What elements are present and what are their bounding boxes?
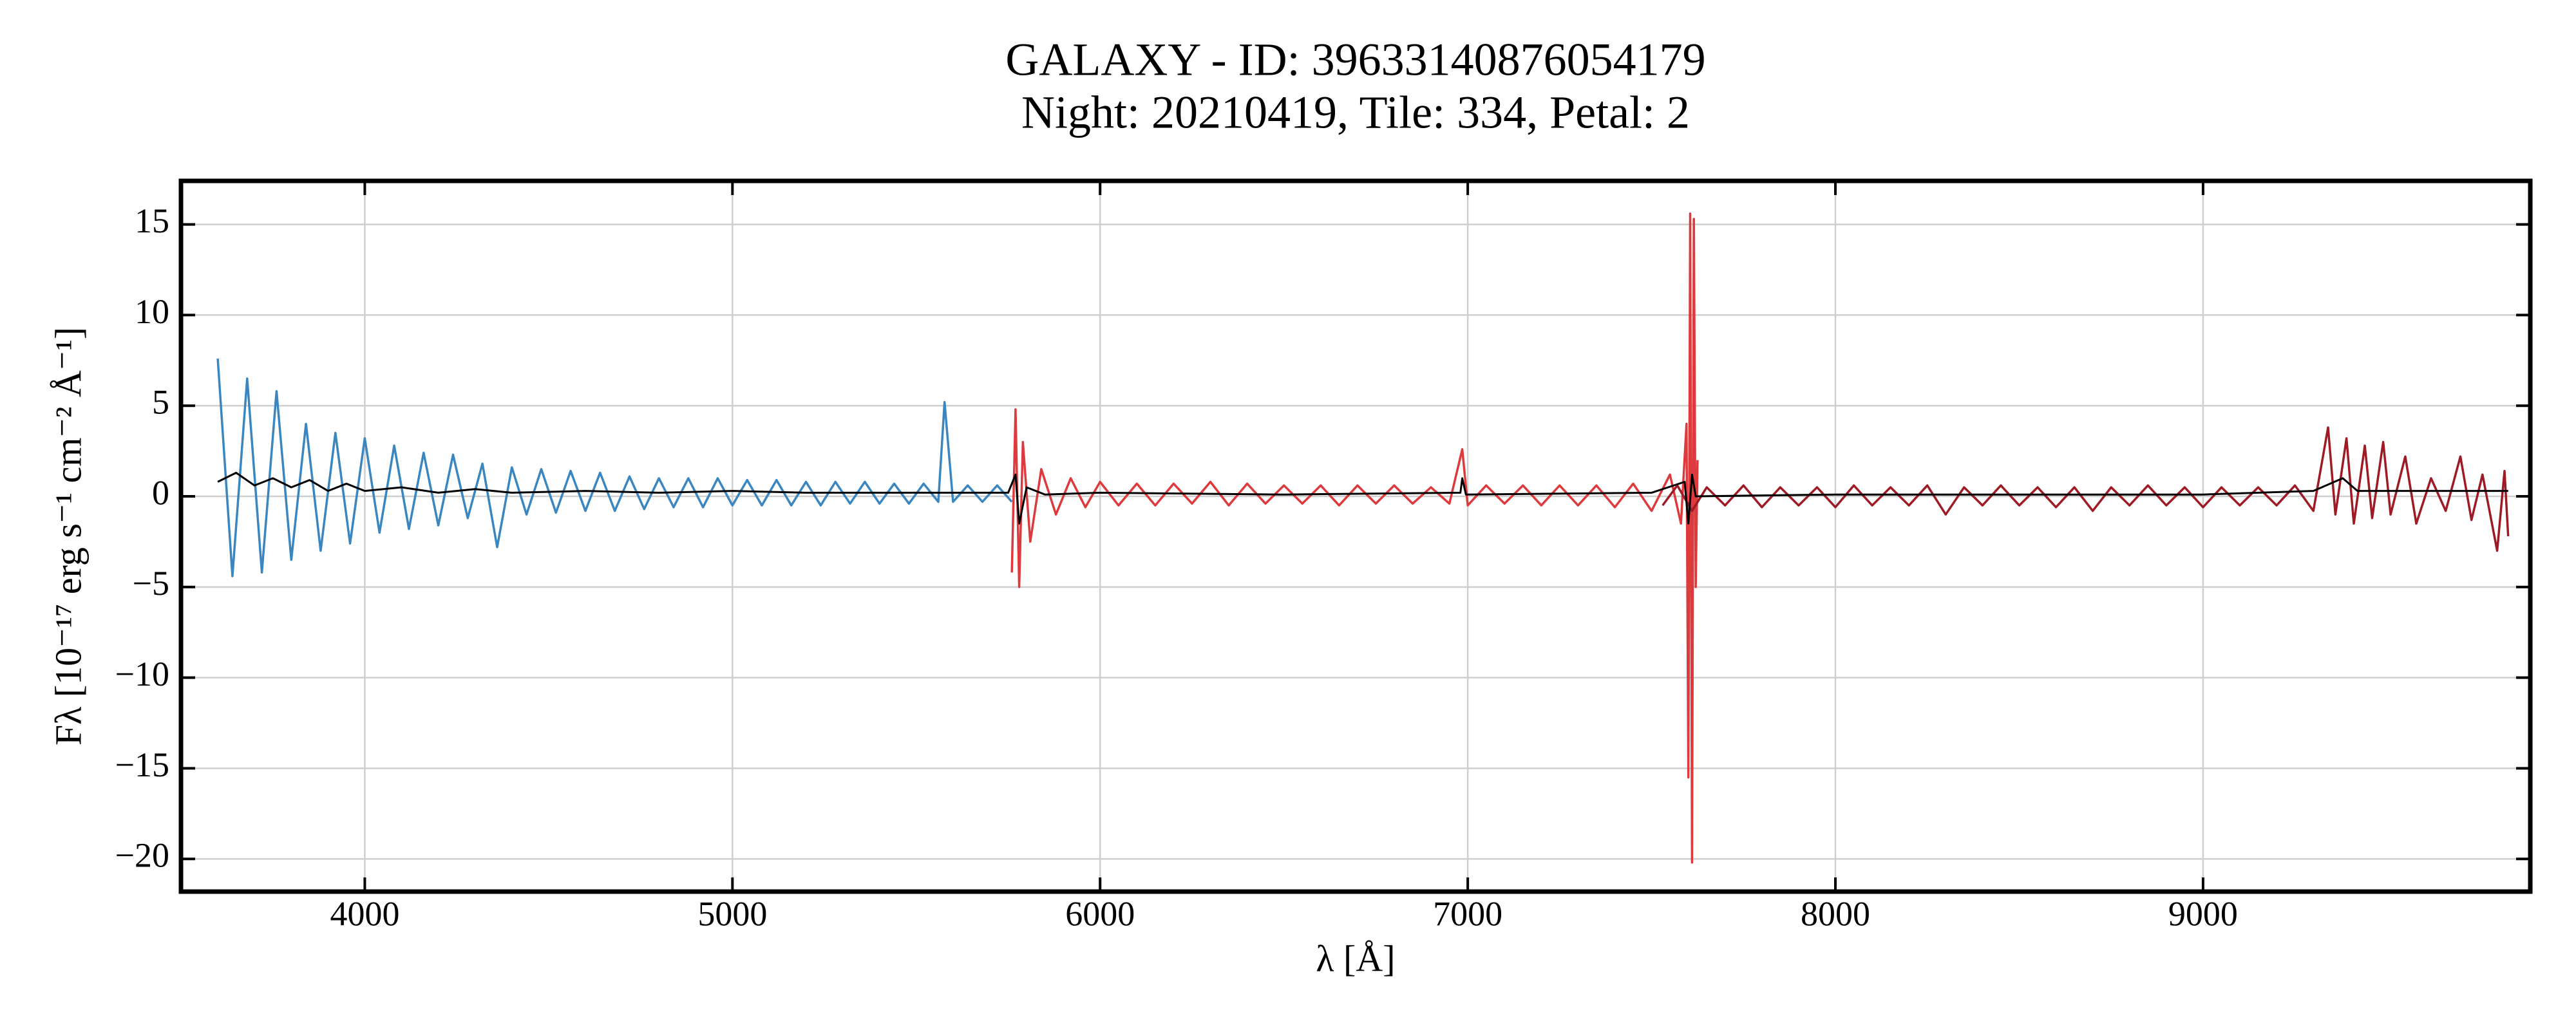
chart-title: GALAXY - ID: 39633140876054179 — [1005, 34, 1705, 86]
grid — [181, 181, 2530, 892]
y-tick-label: −15 — [115, 745, 169, 784]
x-tick-label: 8000 — [1801, 894, 1870, 933]
x-tick-label: 5000 — [697, 894, 767, 933]
y-tick-label: 0 — [152, 473, 169, 512]
y-tick-label: −20 — [115, 836, 169, 875]
chart-subtitle: Night: 20210419, Tile: 334, Petal: 2 — [1021, 87, 1690, 138]
y-tick-label: 10 — [135, 292, 169, 331]
x-tick-label: 7000 — [1433, 894, 1502, 933]
x-tick-label: 9000 — [2168, 894, 2238, 933]
x-tick-label: 6000 — [1065, 894, 1135, 933]
x-axis-label: λ [Å] — [1316, 937, 1395, 979]
plot-area — [216, 212, 2510, 864]
x-tick-label: 4000 — [330, 894, 399, 933]
y-tick-label: −5 — [133, 564, 169, 603]
plot-frame — [178, 178, 2533, 894]
y-tick-label: 5 — [152, 383, 169, 422]
spectrum-line — [216, 358, 1013, 577]
spectrum-line — [217, 471, 2508, 525]
spectrum-line — [1662, 426, 2510, 552]
y-tick-label: −10 — [115, 655, 169, 693]
spectrum-line — [1010, 212, 1699, 864]
y-tick-label: 15 — [135, 201, 169, 240]
y-axis-label: Fλ [10⁻¹⁷ erg s⁻¹ cm⁻² Å⁻¹] — [47, 327, 89, 745]
ticks: 4000 5000 6000 7000 8000 9000 −20 −15 −10 −5 0 5 10 1… — [115, 181, 2530, 933]
